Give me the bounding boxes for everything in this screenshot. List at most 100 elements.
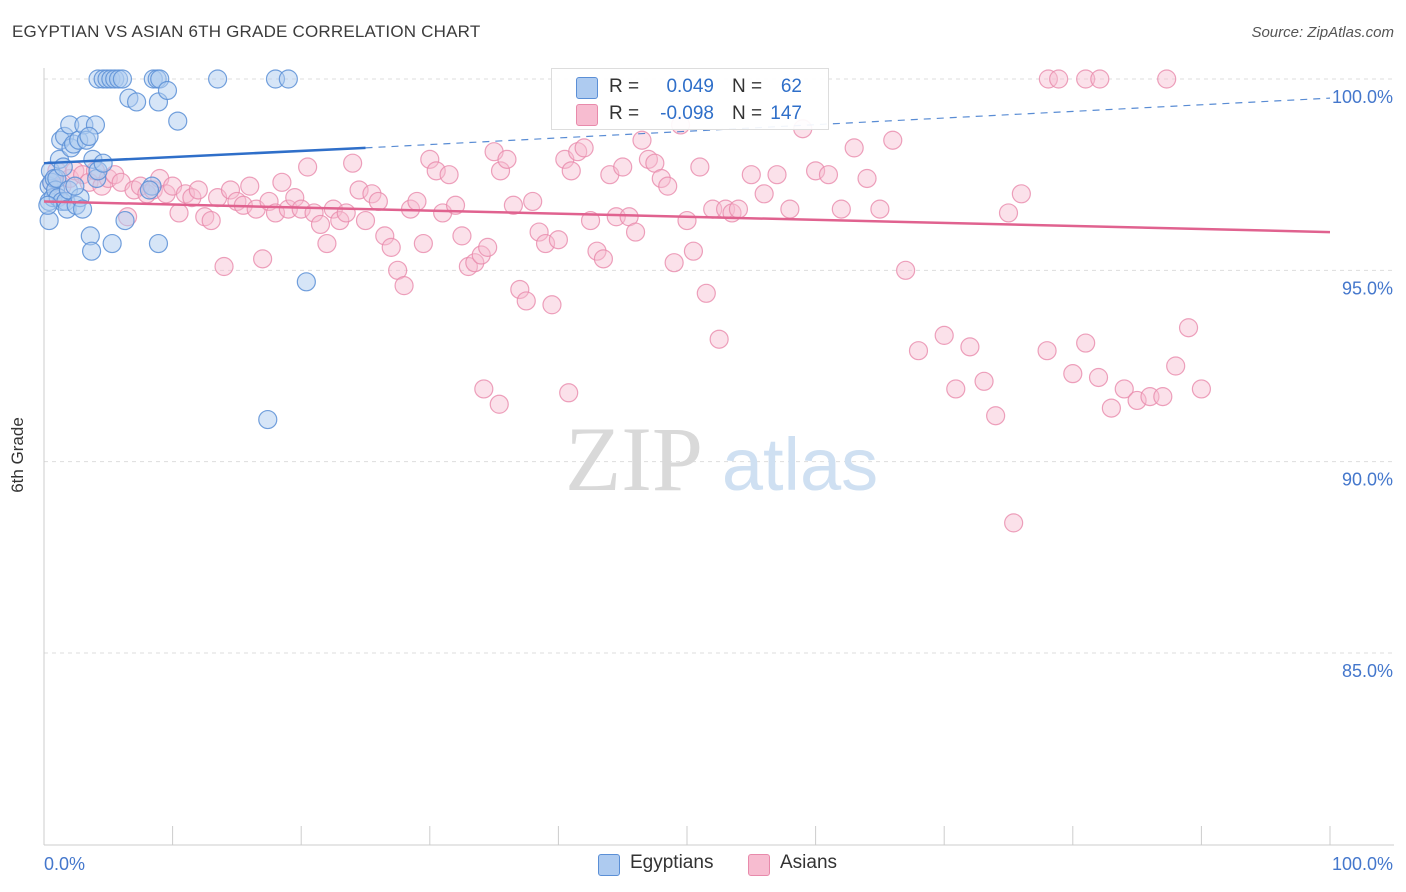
asian-point: [253, 249, 273, 269]
asian-point: [1004, 513, 1024, 533]
asian-point: [1127, 390, 1147, 411]
tick-labels: 85.0% 90.0% 95.0% 100.0% 0.0% 100.0%: [44, 87, 1393, 874]
x-tick-label: 100.0%: [1332, 854, 1393, 874]
asians-swatch: [748, 854, 770, 876]
asian-point: [1049, 69, 1069, 89]
asian-point: [651, 168, 671, 189]
correlation-legend: R = 0.049 N = 62 R = -0.098 N = 147: [551, 68, 829, 130]
asian-point: [587, 241, 607, 261]
n-label: N =: [732, 76, 763, 97]
asian-point: [831, 199, 851, 219]
y-tick-label: 100.0%: [1332, 87, 1393, 107]
asian-point: [780, 199, 800, 219]
asian-point: [343, 153, 363, 173]
egyptian-point: [65, 176, 85, 196]
n-value: 62: [780, 76, 802, 97]
asian-point: [870, 199, 890, 219]
egyptian-point: [79, 126, 99, 146]
asian-point: [857, 168, 877, 189]
asian-point: [1063, 364, 1083, 384]
asian-point: [381, 237, 401, 257]
asian-point: [182, 188, 202, 208]
asian-point: [818, 165, 839, 185]
asians-swatch: [576, 104, 598, 126]
asian-point: [946, 379, 966, 399]
series-egyptians: [38, 69, 316, 430]
asian-point: [805, 161, 826, 181]
asian-point: [986, 406, 1006, 426]
asian-point: [220, 180, 241, 200]
asian-point: [375, 226, 395, 246]
asian-point: [336, 203, 356, 223]
asian-point: [741, 165, 761, 185]
asian-point: [658, 176, 678, 196]
asian-point: [510, 279, 530, 300]
asian-point: [291, 199, 311, 219]
asian-point: [272, 172, 292, 192]
asian-point: [188, 180, 208, 200]
egyptian-point: [102, 233, 122, 254]
asian-point: [1191, 379, 1212, 399]
asian-point: [960, 337, 980, 357]
asian-point: [201, 210, 221, 231]
asian-point: [465, 253, 485, 273]
y-tick-label: 85.0%: [1342, 661, 1393, 681]
egyptian-point: [296, 272, 316, 292]
asian-point: [474, 379, 494, 399]
asian-point: [471, 245, 491, 265]
egyptian-point: [72, 199, 93, 219]
asian-point: [548, 230, 569, 250]
egyptian-point: [93, 153, 113, 173]
asian-point: [561, 161, 581, 181]
asian-point: [265, 203, 286, 223]
asian-point: [355, 210, 376, 231]
egyptian-point: [157, 80, 178, 101]
asian-point: [420, 149, 440, 169]
asian-point: [683, 241, 704, 261]
asian-point: [478, 237, 498, 257]
legend-row-egyptians: R = 0.049 N = 62: [552, 74, 828, 100]
asian-point: [767, 165, 787, 185]
asian-point: [844, 138, 864, 158]
asian-point: [214, 256, 234, 277]
asian-point: [690, 157, 710, 177]
egyptian-point: [258, 409, 278, 430]
asian-point: [490, 161, 511, 181]
asian-point: [503, 195, 523, 215]
asian-point: [1101, 398, 1121, 418]
r-value: 0.049: [666, 76, 714, 97]
asian-point: [310, 214, 331, 235]
asian-point: [574, 138, 594, 158]
asian-point: [1178, 318, 1199, 338]
watermark: ZIP atlas: [565, 408, 878, 510]
egyptian-point: [278, 69, 298, 89]
y-tick-label: 90.0%: [1342, 470, 1393, 490]
n-label: N =: [732, 103, 763, 124]
asian-point: [535, 233, 556, 254]
asian-point: [1157, 69, 1177, 89]
r-label: R =: [609, 103, 640, 124]
egyptian-point: [38, 195, 58, 215]
asian-point: [298, 157, 318, 177]
legend-label: Egyptians: [630, 852, 714, 873]
asian-point: [696, 283, 716, 303]
egyptian-point: [126, 92, 147, 112]
trend-lines: [43, 97, 1331, 234]
asian-point: [580, 210, 601, 231]
asian-point: [677, 210, 697, 231]
asian-point: [169, 203, 189, 223]
asian-point: [1076, 69, 1096, 89]
egyptian-point: [53, 157, 73, 177]
asians-trend-line: [43, 200, 1331, 234]
asian-point: [516, 291, 536, 311]
asian-point: [439, 165, 459, 185]
asian-point: [998, 203, 1019, 223]
asian-point: [728, 199, 749, 219]
asian-point: [613, 157, 633, 177]
asian-point: [664, 253, 684, 273]
asian-point: [632, 130, 652, 150]
egyptian-point: [115, 210, 135, 231]
egyptian-point: [148, 233, 169, 254]
legend-row-asians: R = -0.098 N = 147: [552, 101, 828, 127]
asian-point: [349, 180, 369, 200]
